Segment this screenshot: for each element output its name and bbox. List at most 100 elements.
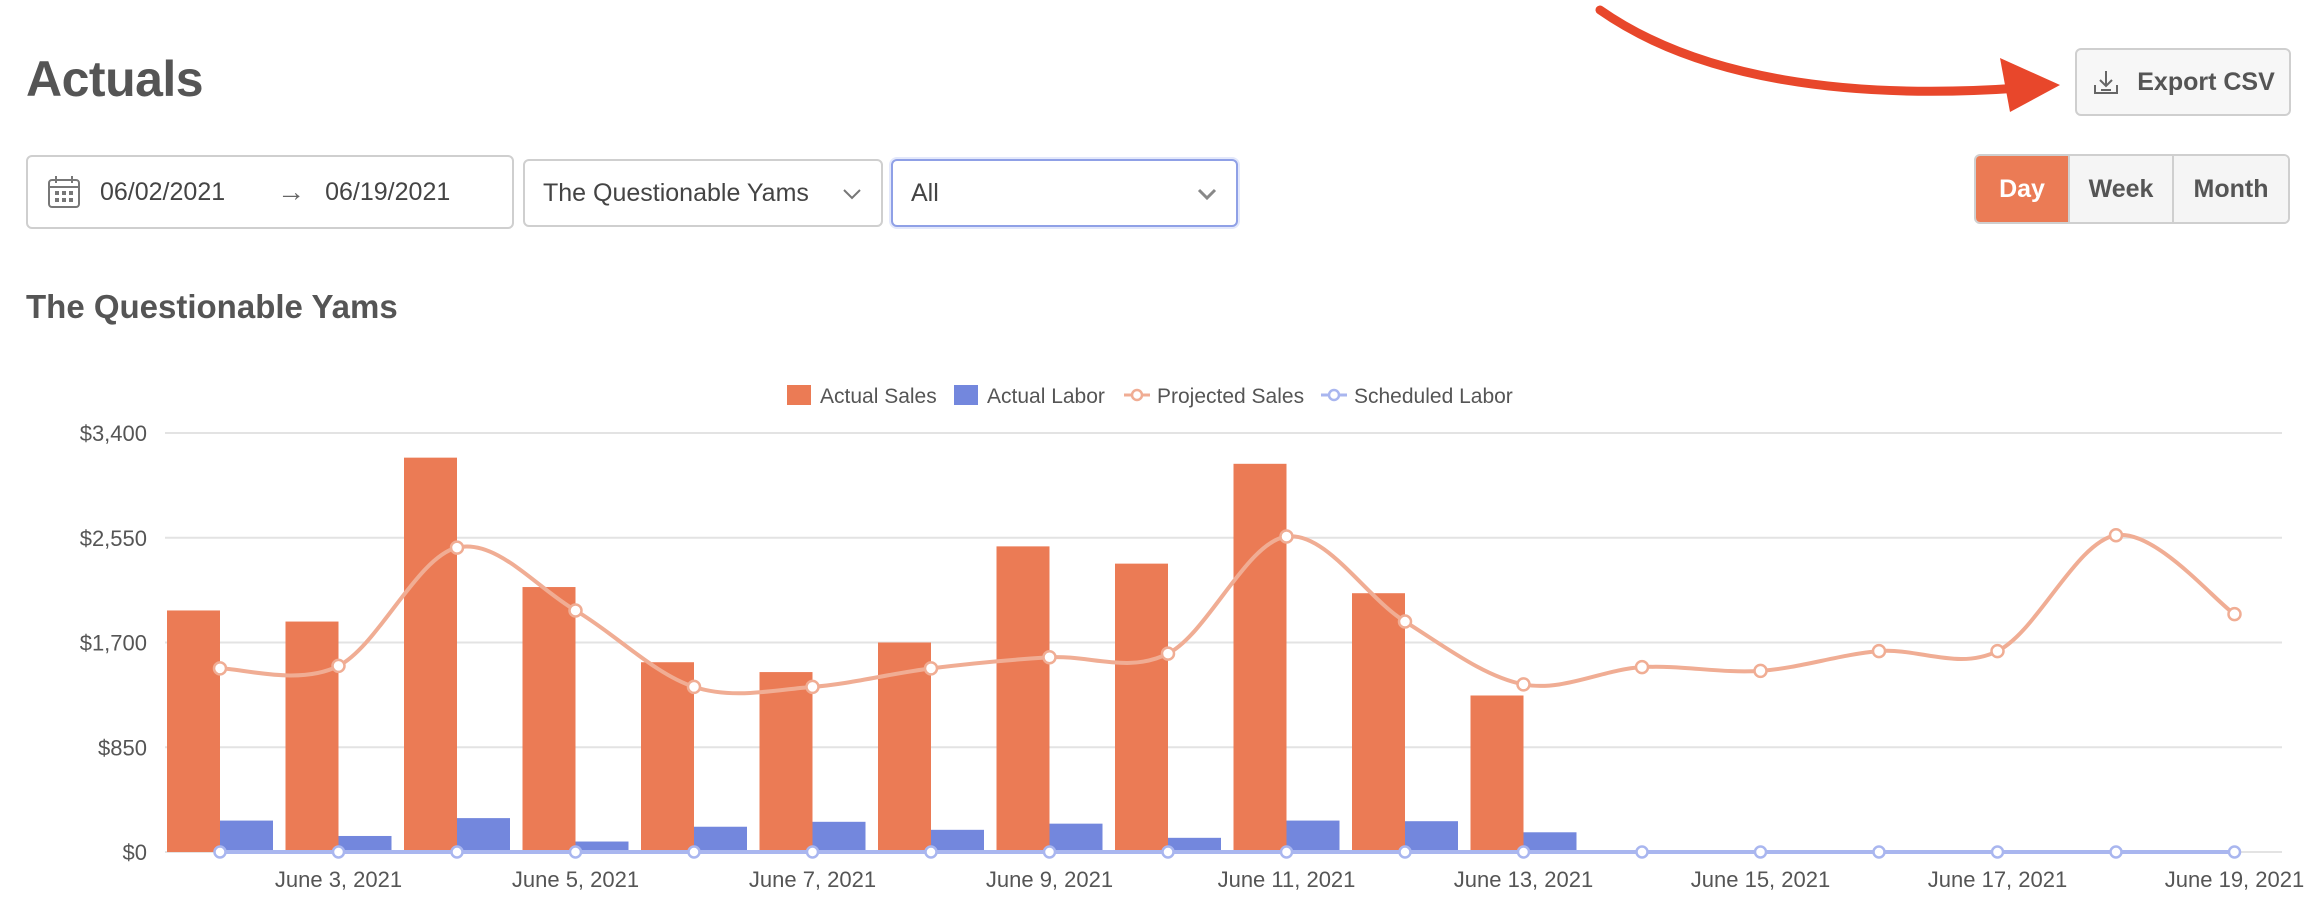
category-select[interactable]: All bbox=[891, 159, 1238, 227]
start-date-input[interactable]: 06/02/2021 bbox=[100, 177, 226, 206]
x-tick-label: June 9, 2021 bbox=[986, 867, 1113, 892]
x-tick-label: June 7, 2021 bbox=[749, 867, 876, 892]
point-projected-sales bbox=[1753, 663, 1768, 679]
bar-actual-labor bbox=[1286, 820, 1340, 852]
y-tick-label: $1,700 bbox=[80, 631, 147, 656]
legend-swatch bbox=[1327, 388, 1341, 402]
legend-item: Actual Labor bbox=[987, 385, 1105, 408]
location-select[interactable]: The Questionable Yams bbox=[523, 159, 883, 227]
bar-actual-sales bbox=[285, 621, 339, 852]
bar-actual-labor bbox=[1168, 837, 1221, 852]
bar-actual-sales bbox=[1115, 563, 1168, 852]
sales-labor-chart: $0 $850 $1,700 $2,550 $3,400 Actual Sales Actu… bbox=[80, 385, 2304, 892]
granularity-toggle: Day Week Month bbox=[1974, 154, 2290, 224]
legend-swatch bbox=[954, 385, 978, 405]
x-tick-label: June 17, 2021 bbox=[1928, 867, 2067, 892]
bar-actual-sales bbox=[404, 457, 457, 852]
y-tick-label: $2,550 bbox=[80, 526, 147, 551]
calendar-icon bbox=[48, 176, 80, 208]
page-title: Actuals bbox=[26, 51, 204, 107]
point-scheduled-labor bbox=[450, 845, 464, 859]
category-select-value: All bbox=[911, 178, 939, 207]
date-range-picker[interactable]: 06/02/2021 → 06/19/2021 bbox=[26, 155, 514, 229]
point-projected-sales bbox=[449, 540, 465, 555]
point-scheduled-labor bbox=[1872, 845, 1886, 859]
chevron-down-icon bbox=[843, 189, 861, 200]
point-projected-sales bbox=[1279, 529, 1294, 544]
export-csv-button[interactable]: Export CSV bbox=[2075, 48, 2291, 116]
bar-actual-labor bbox=[931, 829, 984, 852]
bar-actual-labor bbox=[1405, 821, 1458, 852]
legend-swatch bbox=[1130, 388, 1144, 402]
granularity-week-button[interactable]: Week bbox=[2068, 156, 2172, 222]
point-scheduled-labor bbox=[2109, 845, 2123, 859]
point-scheduled-labor bbox=[213, 845, 227, 859]
bar-actual-sales bbox=[522, 587, 576, 852]
point-scheduled-labor bbox=[924, 845, 938, 859]
bar-actual-labor bbox=[812, 821, 866, 852]
point-projected-sales bbox=[1042, 650, 1057, 665]
section-title: The Questionable Yams bbox=[26, 288, 398, 325]
point-projected-sales bbox=[1160, 646, 1176, 661]
point-scheduled-labor bbox=[568, 845, 583, 859]
point-scheduled-labor bbox=[331, 845, 346, 859]
export-csv-label: Export CSV bbox=[2137, 67, 2275, 96]
point-projected-sales bbox=[1516, 677, 1531, 692]
y-tick-label: $0 bbox=[123, 840, 147, 865]
point-scheduled-labor bbox=[805, 845, 820, 859]
granularity-month-button[interactable]: Month bbox=[2172, 156, 2288, 222]
bar-actual-sales bbox=[1470, 695, 1524, 852]
location-select-value: The Questionable Yams bbox=[543, 178, 809, 207]
point-scheduled-labor bbox=[1635, 845, 1649, 859]
y-tick-label: $3,400 bbox=[80, 421, 147, 446]
bar-actual-sales bbox=[1233, 463, 1287, 852]
legend-item: Scheduled Labor bbox=[1354, 385, 1513, 408]
chevron-down-icon bbox=[1197, 188, 1217, 201]
bar-actual-labor bbox=[220, 820, 273, 852]
point-scheduled-labor bbox=[1161, 845, 1175, 859]
x-tick-label: June 11, 2021 bbox=[1218, 867, 1356, 892]
bar-actual-labor bbox=[457, 818, 510, 852]
point-projected-sales bbox=[2108, 528, 2124, 543]
point-scheduled-labor bbox=[1042, 845, 1057, 859]
point-projected-sales bbox=[212, 661, 228, 676]
point-scheduled-labor bbox=[1398, 845, 1412, 859]
point-scheduled-labor bbox=[2227, 845, 2242, 859]
point-scheduled-labor bbox=[1279, 845, 1294, 859]
bar-actual-sales bbox=[759, 672, 813, 852]
x-tick-label: June 15, 2021 bbox=[1691, 867, 1830, 892]
point-projected-sales bbox=[2227, 606, 2242, 622]
line-projected-sales bbox=[219, 533, 2236, 696]
x-tick-label: June 3, 2021 bbox=[275, 867, 402, 892]
point-projected-sales bbox=[686, 679, 702, 695]
bar-actual-labor bbox=[694, 826, 747, 852]
point-projected-sales bbox=[568, 603, 583, 618]
point-projected-sales bbox=[805, 679, 820, 695]
x-tick-label: June 13, 2021 bbox=[1454, 867, 1593, 892]
point-projected-sales bbox=[923, 661, 939, 676]
point-projected-sales bbox=[1634, 659, 1650, 675]
legend-item: Actual Sales bbox=[820, 385, 937, 408]
point-scheduled-labor bbox=[1753, 845, 1768, 859]
bar-actual-labor bbox=[338, 835, 392, 852]
point-scheduled-labor bbox=[1516, 845, 1531, 859]
legend-swatch bbox=[787, 385, 811, 405]
granularity-day-button[interactable]: Day bbox=[1976, 156, 2068, 222]
bar-actual-sales bbox=[996, 546, 1050, 852]
end-date-input[interactable]: 06/19/2021 bbox=[325, 177, 451, 206]
x-tick-label: June 19, 2021 bbox=[2165, 867, 2304, 892]
legend-item: Projected Sales bbox=[1157, 385, 1304, 408]
y-tick-label: $850 bbox=[98, 735, 147, 760]
bar-actual-sales bbox=[1352, 593, 1405, 852]
point-projected-sales bbox=[1990, 643, 2005, 659]
bar-actual-labor bbox=[1049, 823, 1103, 852]
x-tick-label: June 5, 2021 bbox=[512, 867, 639, 892]
download-icon bbox=[2094, 71, 2119, 94]
bar-actual-sales bbox=[167, 610, 220, 852]
bar-actual-labor bbox=[575, 841, 629, 852]
arrow-right-icon: → bbox=[277, 176, 306, 207]
point-projected-sales bbox=[1871, 643, 1887, 659]
point-projected-sales bbox=[1397, 614, 1413, 629]
point-projected-sales bbox=[331, 658, 346, 674]
point-scheduled-labor bbox=[687, 845, 701, 859]
